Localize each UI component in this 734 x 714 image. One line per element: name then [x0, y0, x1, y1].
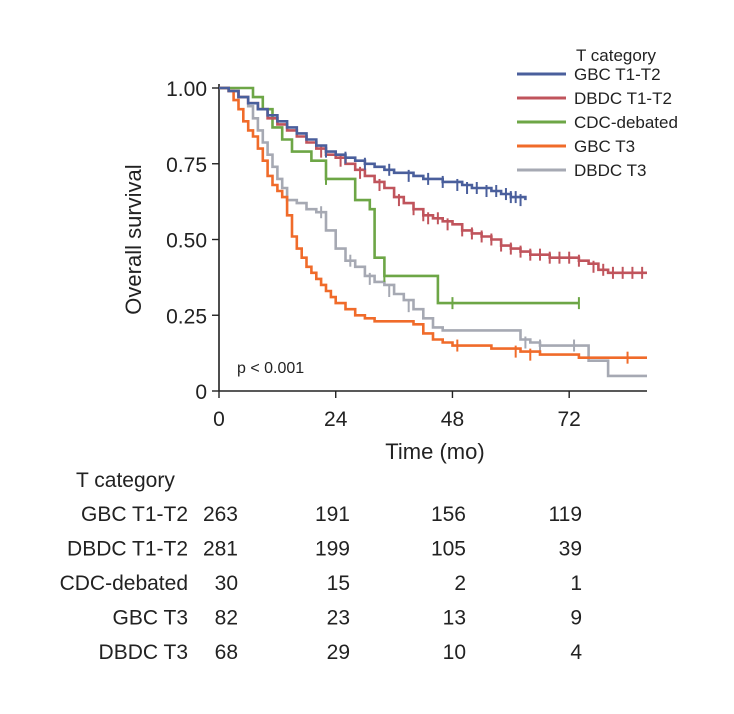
risk-table: T category GBC T1-T2 263 191 156 119 DBDC T1-… — [60, 469, 583, 664]
risk-cell: 4 — [570, 641, 582, 664]
risk-row-label: GBC T1-T2 — [81, 503, 188, 526]
y-tick-label: 0.75 — [166, 154, 207, 177]
risk-cell: 82 — [215, 607, 238, 630]
survival-curve-gbc-t1-t2 — [219, 86, 527, 201]
risk-cell: 2 — [454, 572, 466, 595]
survival-curve-gbc-t3 — [219, 86, 647, 359]
x-tick-label: 48 — [441, 408, 464, 431]
risk-cell: 191 — [315, 503, 350, 526]
risk-cell: 119 — [549, 503, 582, 526]
risk-cell: 199 — [315, 538, 350, 561]
risk-cell: 105 — [431, 538, 466, 561]
survival-curves — [219, 86, 647, 378]
legend: T category GBC T1-T2 DBDC T1-T2 CDC-debate… — [517, 46, 678, 180]
x-tick-label: 24 — [324, 408, 348, 431]
risk-row-label: CDC-debated — [60, 572, 188, 595]
legend-title: T category — [576, 46, 657, 65]
x-tick-label: 72 — [558, 408, 581, 431]
legend-label: GBC T1-T2 — [574, 65, 661, 84]
risk-cell: 29 — [327, 641, 350, 664]
series-dbdc-t3 — [219, 86, 647, 378]
risk-cell: 39 — [559, 538, 582, 561]
risk-cell: 68 — [215, 641, 238, 664]
series-gbc-t3 — [219, 86, 647, 364]
x-axis-title: Time (mo) — [385, 439, 484, 464]
legend-label: DBDC T1-T2 — [574, 89, 672, 108]
risk-cell: 23 — [327, 607, 350, 630]
risk-cell: 9 — [570, 607, 582, 630]
x-tick-label: 0 — [213, 408, 225, 431]
legend-label: DBDC T3 — [574, 161, 646, 180]
risk-cell: 15 — [327, 572, 350, 595]
legend-label: GBC T3 — [574, 137, 635, 156]
survival-curve-dbdc-t3 — [219, 86, 647, 378]
risk-cell: 10 — [443, 641, 466, 664]
risk-table-title: T category — [76, 469, 175, 492]
legend-label: CDC-debated — [574, 113, 678, 132]
risk-cell: 13 — [443, 607, 466, 630]
y-tick-label: 0.50 — [166, 230, 207, 253]
y-axis-title: Overall survival — [121, 164, 146, 314]
risk-cell: 281 — [203, 538, 238, 561]
risk-row-label: DBDC T3 — [99, 641, 188, 664]
risk-row-label: DBDC T1-T2 — [67, 538, 188, 561]
risk-cell: 30 — [215, 572, 238, 595]
risk-row-label: GBC T3 — [113, 607, 188, 630]
y-tick-label: 1.00 — [166, 78, 207, 101]
y-tick-label: 0.25 — [166, 305, 207, 328]
y-tick-label: 0 — [195, 381, 207, 404]
risk-cell: 156 — [431, 503, 466, 526]
series-gbc-t1-t2 — [219, 86, 527, 207]
axes: 0 24 48 72 0 0.25 0.50 0.75 1.00 — [166, 78, 647, 431]
risk-cell: 263 — [203, 503, 238, 526]
risk-cell: 1 — [570, 572, 582, 595]
p-value-annotation: p < 0.001 — [237, 360, 304, 377]
